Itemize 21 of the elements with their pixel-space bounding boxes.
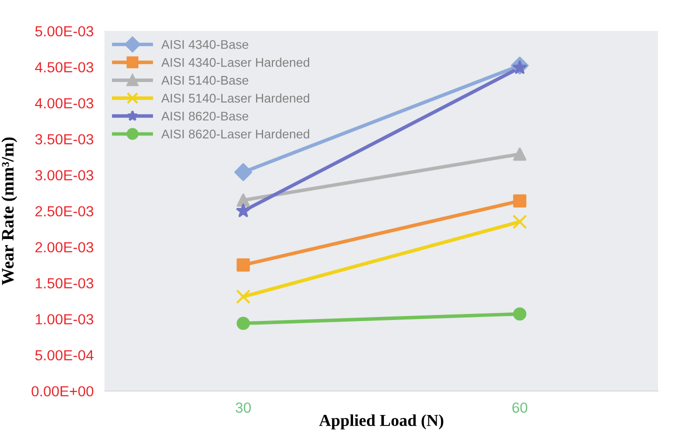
y-tick-label: 5.00E-04 (35, 350, 94, 360)
x-axis-title: Applied Load (N) (319, 414, 444, 430)
x-tick-label: 30 (236, 402, 251, 413)
y-tick-label: 2.00E-03 (35, 242, 94, 252)
y-tick-label: 4.50E-03 (35, 62, 94, 72)
legend-label: AISI 8620-Laser Hardened (161, 129, 310, 138)
y-tick-label: 5.00E-03 (35, 26, 94, 36)
legend-label: AISI 5140-Base (161, 76, 248, 85)
y-tick-label: 4.00E-03 (35, 98, 94, 108)
legend-label: AISI 5140-Laser Hardened (161, 93, 310, 103)
y-tick-label: 1.50E-03 (36, 278, 94, 288)
y-tick-label: 2.50E-03 (35, 206, 94, 216)
y-tick-label: 1.00E-03 (36, 314, 94, 324)
y-tick-label: 3.50E-03 (35, 134, 94, 144)
x-tick-label: 60 (512, 402, 528, 413)
y-tick-label: 0.00E+00 (32, 386, 94, 396)
y-axis-title: Wear Rate (mm³/m) (1, 137, 18, 286)
y-tick-label: 3.00E-03 (35, 170, 94, 180)
legend-label: AISI 4340-Laser Hardened (161, 58, 310, 67)
legend-label: AISI 4340-Base (161, 40, 248, 49)
legend-label: AISI 8620-Base (161, 112, 248, 121)
